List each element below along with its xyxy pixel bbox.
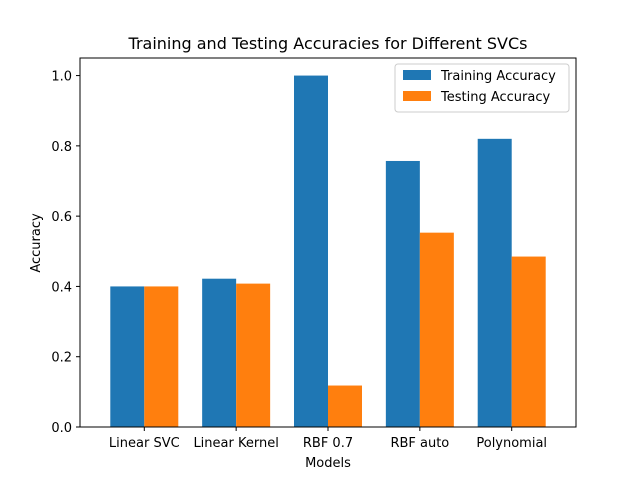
bar-training-1 — [202, 278, 237, 427]
y-tick-label: 0.4 — [51, 280, 72, 295]
bar-testing-1 — [236, 283, 271, 427]
legend-label: Training Accuracy — [440, 69, 556, 84]
bar-testing-0 — [144, 286, 179, 427]
y-tick-label: 0.8 — [51, 140, 72, 155]
y-tick-label: 0.0 — [51, 421, 72, 436]
x-axis-label: Models — [305, 456, 351, 471]
bar-training-4 — [477, 138, 512, 428]
chart-title: Training and Testing Accuracies for Diff… — [128, 34, 528, 53]
x-tick-label: Polynomial — [476, 436, 547, 451]
bar-training-0 — [110, 286, 145, 427]
bar-testing-2 — [328, 385, 362, 427]
y-axis: 0.0 0.2 0.4 0.6 0.8 1.0 — [51, 70, 80, 436]
x-axis: Linear SVC Linear Kernel RBF 0.7 RBF auto Po… — [109, 427, 547, 451]
bar-testing-4 — [511, 256, 546, 427]
legend-swatch — [403, 70, 431, 80]
x-tick-label: Linear SVC — [109, 436, 180, 451]
y-tick-label: 0.6 — [51, 210, 72, 225]
x-tick-label: RBF 0.7 — [303, 436, 353, 451]
legend-box — [394, 63, 570, 113]
x-tick-label: RBF auto — [390, 436, 449, 451]
x-tick-label: Linear Kernel — [193, 436, 278, 451]
bar-training-3 — [385, 160, 420, 427]
legend-swatch — [403, 91, 431, 101]
legend-label: Testing Accuracy — [440, 90, 550, 105]
legend: Training Accuracy Testing Accuracy — [394, 63, 570, 113]
plot-area — [79, 57, 577, 428]
y-tick-label: 0.2 — [51, 351, 72, 366]
bar-training-2 — [294, 75, 328, 428]
y-tick-label: 1.0 — [51, 70, 72, 85]
y-axis-label: Accuracy — [29, 213, 44, 273]
bar-testing-3 — [419, 232, 454, 427]
